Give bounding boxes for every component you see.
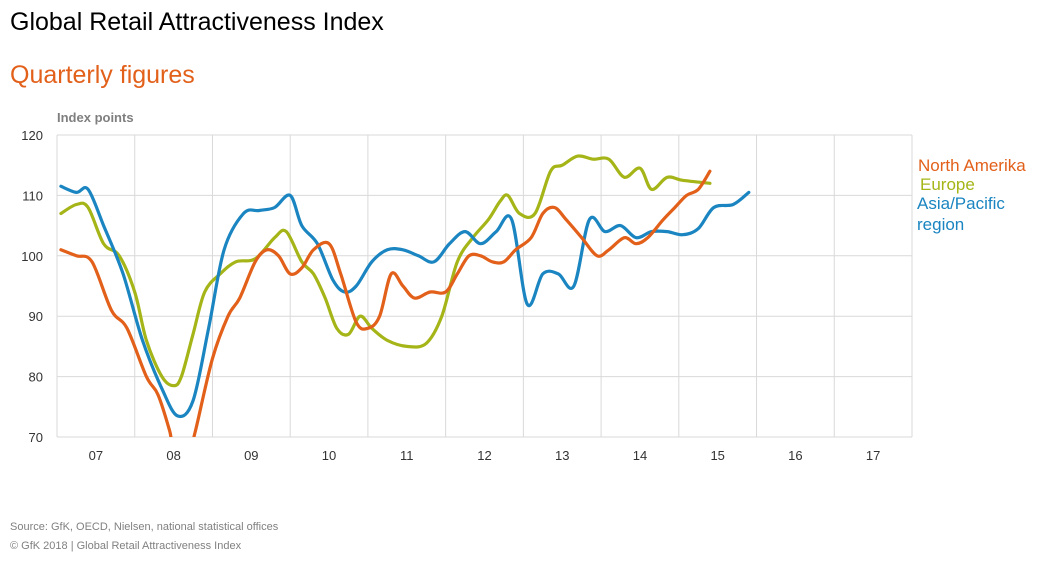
- chart-subtitle: Quarterly figures: [10, 61, 195, 89]
- series-lines: [59, 154, 751, 437]
- y-tick-label: 100: [21, 249, 43, 264]
- grid: [56, 134, 913, 438]
- x-tick-label: 12: [477, 448, 491, 463]
- source-note: Source: GfK, OECD, Nielsen, national sta…: [10, 521, 279, 533]
- x-tick-label: 15: [710, 448, 724, 463]
- y-tick-label: 70: [29, 430, 43, 445]
- legend-label-asia-pacific-region: Asia/Pacific region: [917, 194, 1005, 234]
- y-tick-label: 80: [29, 370, 43, 385]
- x-tick-label: 14: [633, 448, 647, 463]
- copyright-note: © GfK 2018 | Global Retail Attractivenes…: [10, 540, 242, 552]
- x-tick-label: 13: [555, 448, 569, 463]
- x-tick-label: 17: [866, 448, 880, 463]
- y-tick-label: 120: [21, 128, 43, 143]
- x-tick-label: 07: [89, 448, 103, 463]
- legend-label-north-amerika: North Amerika: [918, 156, 1026, 175]
- x-tick-label: 16: [788, 448, 802, 463]
- y-tick-label: 90: [29, 309, 43, 324]
- x-tick-label: 08: [166, 448, 180, 463]
- series-line-north-amerika: [59, 169, 712, 437]
- y-axis-title: Index points: [57, 110, 134, 125]
- chart-title: Global Retail Attractiveness Index: [10, 8, 384, 36]
- x-tick-label: 09: [244, 448, 258, 463]
- axes: 70 80 90 100 110 120 07 08 09 10 11 12 13 14 15 16 17 Ind…: [21, 110, 880, 463]
- x-tick-label: 10: [322, 448, 336, 463]
- legend-label-europe: Europe: [920, 175, 975, 194]
- series-line-europe: [59, 154, 712, 388]
- series-line-asia-pacific-region: [59, 184, 751, 419]
- y-tick-label: 110: [22, 188, 43, 203]
- x-tick-label: 11: [400, 448, 414, 463]
